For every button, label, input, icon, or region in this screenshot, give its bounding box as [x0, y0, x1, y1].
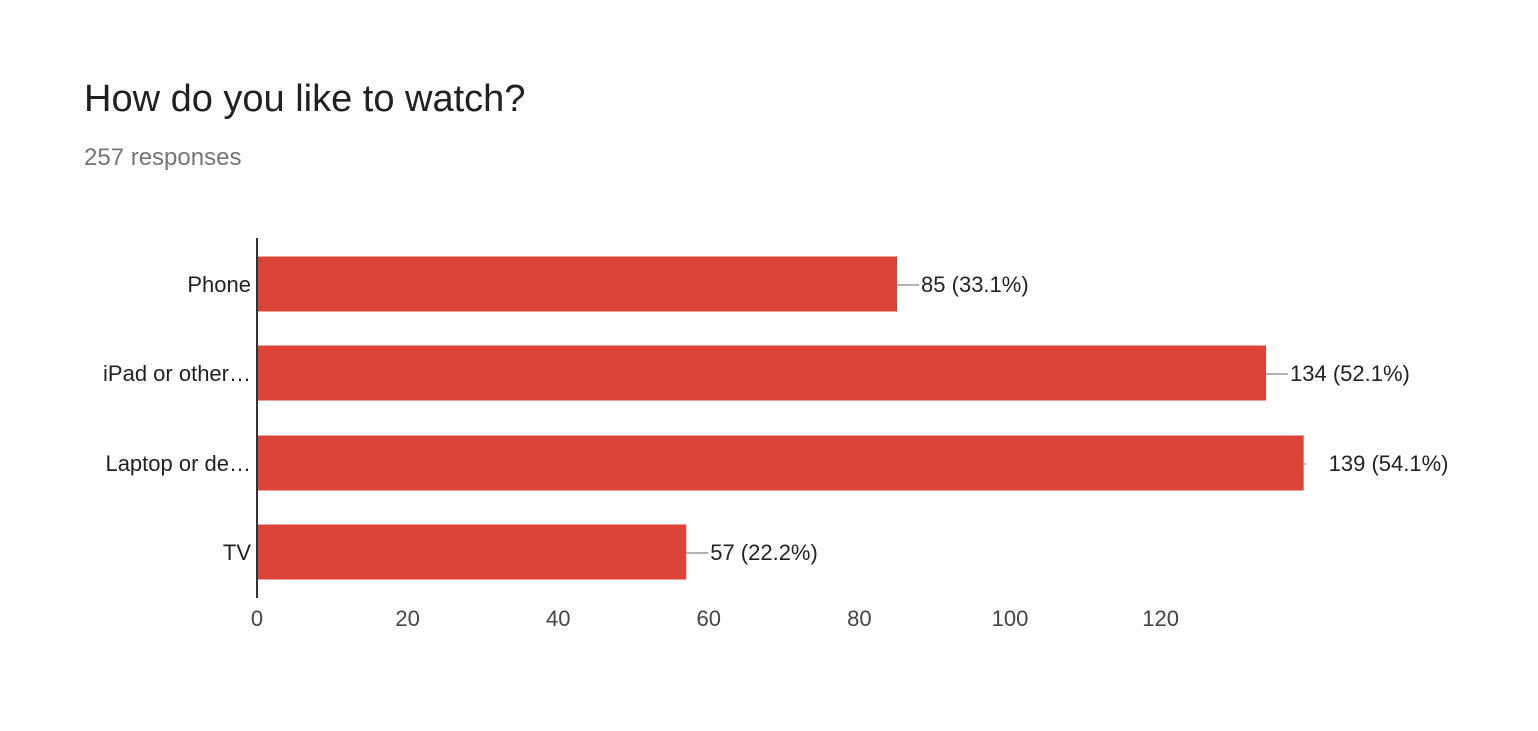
bar — [257, 256, 898, 312]
x-tick-label: 120 — [1142, 606, 1179, 631]
category-label: Laptop or de… — [105, 451, 251, 476]
x-tick-label: 0 — [251, 606, 263, 631]
chart-title: How do you like to watch? — [84, 78, 526, 120]
bar — [257, 524, 687, 580]
x-tick-label: 20 — [395, 606, 419, 631]
category-label: iPad or other… — [103, 361, 251, 386]
value-label: 139 (54.1%) — [1329, 451, 1449, 476]
bar — [257, 435, 1304, 491]
bar — [257, 345, 1267, 401]
x-tick-label: 100 — [992, 606, 1029, 631]
value-label: 85 (33.1%) — [921, 272, 1029, 297]
x-tick-label: 60 — [697, 606, 721, 631]
value-label: 134 (52.1%) — [1290, 361, 1410, 386]
response-count: 257 responses — [84, 144, 242, 171]
category-label: TV — [223, 540, 251, 565]
x-tick-label: 80 — [847, 606, 871, 631]
category-label: Phone — [187, 272, 251, 297]
value-label: 57 (22.2%) — [710, 540, 818, 565]
x-tick-label: 40 — [546, 606, 570, 631]
